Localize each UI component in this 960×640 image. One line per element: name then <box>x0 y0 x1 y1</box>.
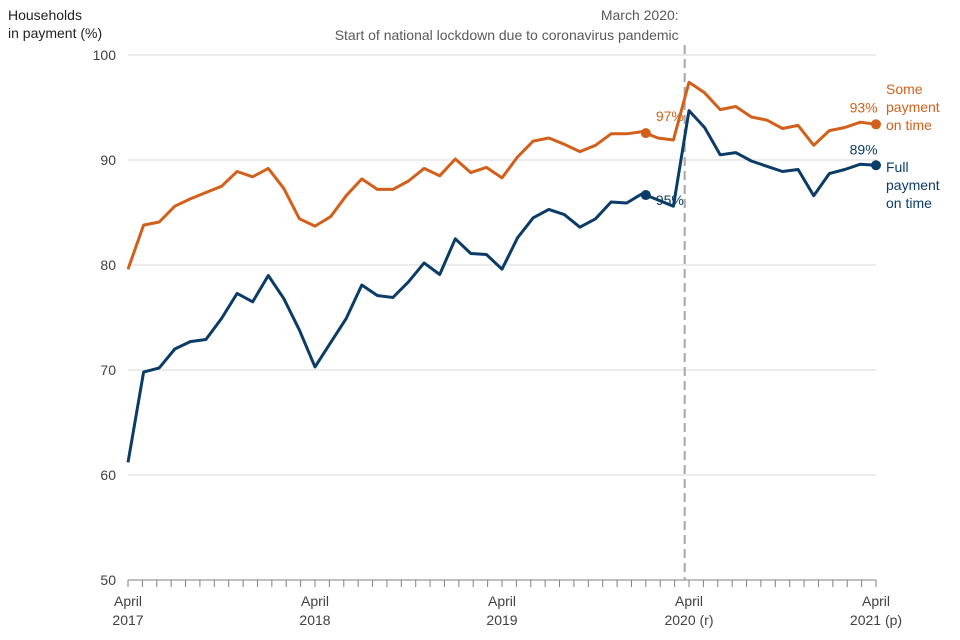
axes: 50 60 70 80 90 100 Households in payment (%) Apr… <box>8 7 902 628</box>
x-tick-label-line: April <box>862 593 890 609</box>
data-label-some: 93% <box>850 99 878 115</box>
x-tick-label-line: 2021 (p) <box>850 612 902 628</box>
y-tick-label: 90 <box>100 152 116 168</box>
data-label-full: 95% <box>656 192 684 208</box>
series-marker-some <box>640 128 651 139</box>
x-tick-label: April 2019 <box>486 593 517 628</box>
y-tick-label: 60 <box>100 467 116 483</box>
y-axis-title-line: Households <box>8 7 82 23</box>
lockdown-annotation-text-line: March 2020: <box>601 7 679 23</box>
x-tick-label-line: 2018 <box>299 612 330 628</box>
series-name-some-line: on time <box>886 117 932 133</box>
y-tick-label: 50 <box>100 572 116 588</box>
lockdown-annotation-text: March 2020: Start of national lockdown du… <box>335 7 679 43</box>
x-tick-label: April 2020 (r) <box>664 593 713 628</box>
series-line-some <box>126 80 877 270</box>
series-marker-full <box>640 190 651 201</box>
data-label-full: 89% <box>850 141 878 157</box>
x-tick-label: April 2017 <box>112 593 143 628</box>
x-tick-label: April 2021 (p) <box>850 593 902 628</box>
lockdown-annotation-text-line: Start of national lockdown due to corona… <box>335 27 679 43</box>
series-name-some-line: payment <box>886 99 940 115</box>
series <box>126 80 881 463</box>
series-marker-some <box>871 119 881 130</box>
x-tick-label-line: 2020 (r) <box>664 612 713 628</box>
x-tick-label-line: April <box>114 593 142 609</box>
series-name-some-line: Some <box>886 81 923 97</box>
x-tick-label-line: April <box>301 593 329 609</box>
x-tick-label-line: 2017 <box>112 612 143 628</box>
lockdown-annotation: March 2020: Start of national lockdown du… <box>335 7 686 580</box>
series-marker-full <box>871 160 881 171</box>
series-name-full-line: Full <box>886 159 909 175</box>
x-tick-label-line: 2019 <box>486 612 517 628</box>
x-tick-label: April 2018 <box>299 593 330 628</box>
y-axis-title: Households in payment (%) <box>8 7 102 41</box>
series-name-full-line: on time <box>886 195 932 211</box>
x-tick-label-line: April <box>675 593 703 609</box>
y-tick-label: 80 <box>100 257 116 273</box>
y-axis-title-line: in payment (%) <box>8 25 102 41</box>
x-tick-label-line: April <box>488 593 516 609</box>
data-label-some: 97% <box>656 108 684 124</box>
series-name-full: Full payment on time <box>886 159 940 211</box>
series-name-some: Some payment on time <box>886 81 940 133</box>
y-tick-label: 70 <box>100 362 116 378</box>
y-tick-label: 100 <box>93 47 117 63</box>
series-line-full <box>126 109 877 463</box>
series-name-full-line: payment <box>886 177 940 193</box>
labels: 97% 93% 95% 89% Some payment on time Full paymen… <box>656 81 940 211</box>
